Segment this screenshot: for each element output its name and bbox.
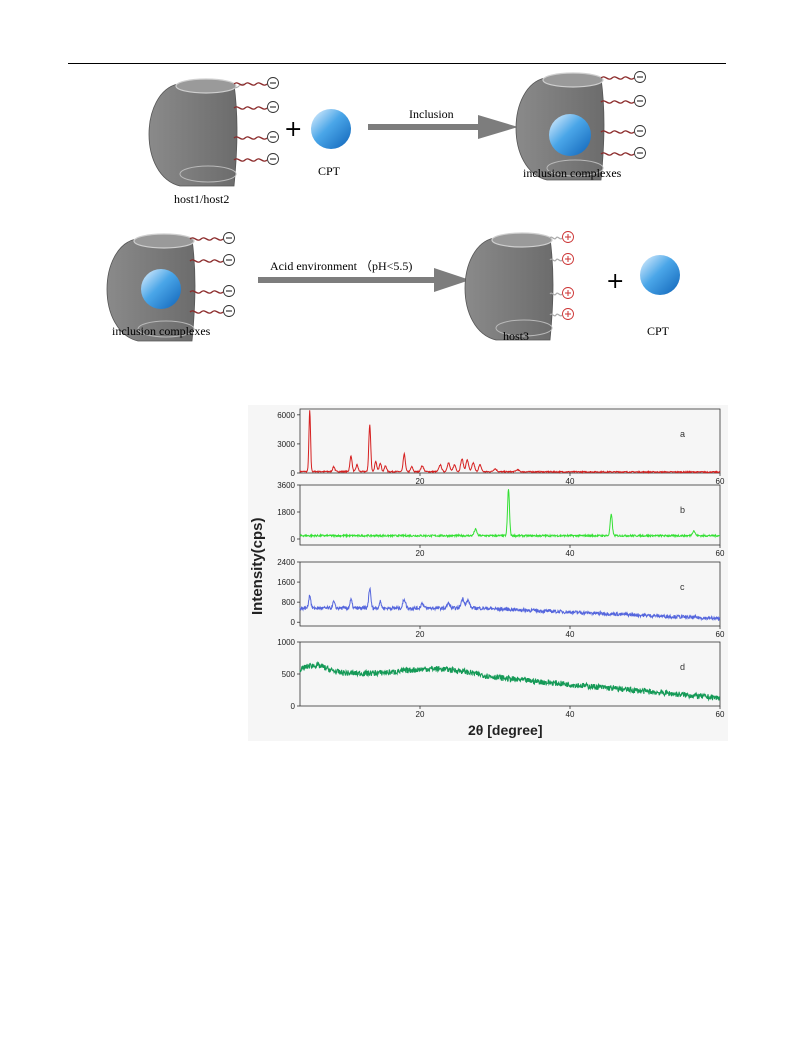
acid-arrow-label: Acid environment （pH<5.5): [270, 259, 412, 273]
panel-d-y-tick-label: 0: [291, 702, 296, 711]
cpt-ball-icon-2: [640, 255, 680, 295]
panel-c-x-tick-label: 20: [416, 630, 425, 639]
panel-b-x-tick-label: 20: [416, 549, 425, 558]
header-rule: [68, 63, 726, 64]
panel-a-frame: [299, 408, 721, 474]
inclusion-arrow-label: Inclusion: [409, 107, 454, 121]
chart-panels: 0 3000 6000 20 40 60 a 0 1800 3600 20 40 60 b 0 800 1600…: [277, 408, 725, 719]
panel-c-y-tick-label: 0: [291, 618, 296, 627]
acid-arrow-icon: [258, 268, 470, 292]
panel-a-x-tick-label: 20: [416, 477, 425, 486]
panel-b-x-tick-label: 60: [716, 549, 725, 558]
panel-a-y-tick-label: 6000: [277, 411, 295, 420]
series-b-line: [299, 489, 721, 539]
panel-d-x-tick-label: 20: [416, 710, 425, 719]
host3-label: host3: [503, 329, 529, 343]
series-a-line: [299, 410, 721, 475]
y-axis-label: Intensity(cps): [249, 517, 266, 615]
panel-a-x-tick-label: 60: [716, 477, 725, 486]
panel-b-y-tick-label: 0: [291, 535, 296, 544]
plus-sign-2: +: [606, 269, 624, 294]
panel-c-label: c: [680, 582, 685, 592]
panel-c-frame: [299, 561, 721, 627]
host-label: host1/host2: [174, 192, 229, 206]
panel-b-y-tick-label: 1800: [277, 508, 295, 517]
host3-icon: [464, 230, 575, 341]
inclusion-complex-label: inclusion complexes: [523, 166, 622, 180]
panel-d-y-tick-label: 1000: [277, 638, 295, 647]
panel-c-x-tick-label: 40: [566, 630, 575, 639]
panel-d-x-tick-label: 60: [716, 710, 725, 719]
panel-b-y-tick-label: 3600: [277, 481, 295, 490]
panel-c-y-tick-label: 1600: [277, 578, 295, 587]
host-cavity-icon: [148, 76, 280, 187]
cpt-ball-icon: [311, 109, 351, 149]
panel-a-y-tick-label: 3000: [277, 440, 295, 449]
panel-a-label: a: [680, 429, 685, 439]
panel-d-y-tick-label: 500: [282, 670, 296, 679]
panel-b-frame: [299, 484, 721, 546]
panel-b-label: b: [680, 505, 685, 515]
cpt-label-2: CPT: [647, 324, 670, 338]
panel-a-x-tick-label: 40: [566, 477, 575, 486]
panel-c-y-tick-label: 2400: [277, 558, 295, 567]
chart-background: [248, 405, 728, 741]
cpt-label: CPT: [318, 164, 341, 178]
panel-a-y-tick-label: 0: [291, 469, 296, 478]
inclusion-scheme: host1/host2 + CPT Inclusion inclusion co…: [106, 70, 680, 343]
panel-c-x-tick-label: 60: [716, 630, 725, 639]
panel-d-x-tick-label: 40: [566, 710, 575, 719]
panel-c-y-tick-label: 800: [282, 598, 296, 607]
inclusion-complex-label-2: inclusion complexes: [112, 324, 211, 338]
panel-d-label: d: [680, 662, 685, 672]
x-axis-label: 2θ [degree]: [468, 722, 542, 738]
inclusion-arrow-icon: [368, 115, 518, 139]
inclusion-complex-icon: [515, 70, 647, 181]
plus-sign: +: [284, 117, 302, 142]
series-c-line: [299, 586, 721, 622]
series-d-line: [299, 661, 721, 702]
panel-b-x-tick-label: 40: [566, 549, 575, 558]
inclusion-complex-icon-2: [106, 231, 236, 342]
